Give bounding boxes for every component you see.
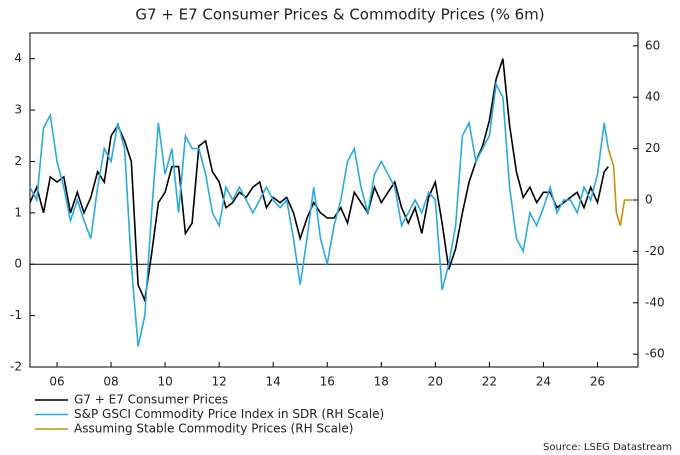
series-line [29, 58, 609, 304]
x-tick-label: 12 [212, 375, 227, 389]
y2-tick-label: 60 [645, 38, 660, 52]
y-tick-label: 3 [14, 103, 22, 117]
legend-label: G7 + E7 Consumer Prices [74, 393, 228, 407]
y2-tick-label: -20 [645, 244, 665, 258]
source: Source: LSEG Datastream [543, 442, 672, 453]
y2-tick-label: 40 [645, 90, 660, 104]
legend-label: Assuming Stable Commodity Prices (RH Sca… [74, 422, 353, 436]
x-tick-label: 14 [266, 375, 281, 389]
y2-tick-label: 20 [645, 141, 660, 155]
x-tick-label: 08 [103, 375, 118, 389]
y-tick-label: -2 [10, 360, 22, 374]
series-line [607, 148, 633, 226]
y2-tick-label: -40 [645, 295, 665, 309]
x-tick-label: 18 [374, 375, 389, 389]
x-tick-label: 06 [49, 375, 64, 389]
y-tick-label: 4 [14, 51, 22, 65]
x-tick-label: 24 [536, 375, 551, 389]
series-line [29, 81, 610, 347]
chart-title: G7 + E7 Consumer Prices & Commodity Pric… [135, 6, 544, 24]
y2-tick-label: 0 [645, 193, 653, 207]
x-tick-label: 22 [482, 375, 497, 389]
y2-tick-label: -60 [645, 347, 665, 361]
x-tick-label: 26 [590, 375, 605, 389]
x-tick-label: 16 [320, 375, 335, 389]
legend-label: S&P GSCI Commodity Price Index in SDR (R… [74, 407, 384, 421]
x-tick-label: 20 [428, 375, 443, 389]
y-tick-label: 0 [14, 257, 22, 271]
y-tick-label: -1 [10, 308, 22, 322]
plot-frame [29, 32, 639, 368]
y-tick-label: 1 [14, 205, 22, 219]
y-tick-label: 2 [14, 154, 22, 168]
x-tick-label: 10 [157, 375, 172, 389]
